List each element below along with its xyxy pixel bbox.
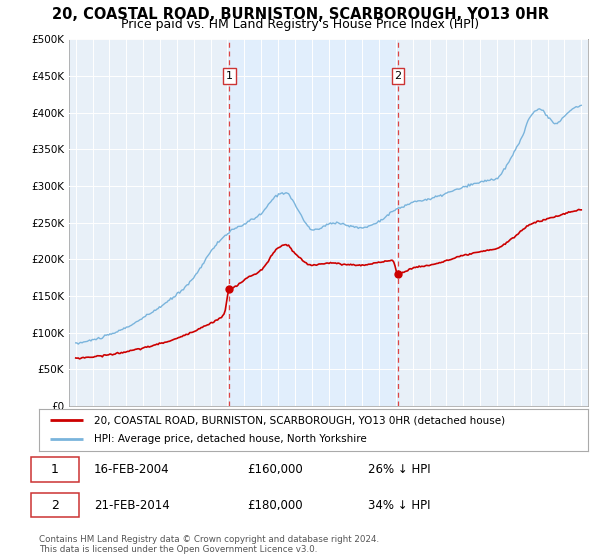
Text: £160,000: £160,000 <box>248 463 304 477</box>
Text: Price paid vs. HM Land Registry's House Price Index (HPI): Price paid vs. HM Land Registry's House … <box>121 18 479 31</box>
Text: £180,000: £180,000 <box>248 498 303 512</box>
Text: 20, COASTAL ROAD, BURNISTON, SCARBOROUGH, YO13 0HR (detached house): 20, COASTAL ROAD, BURNISTON, SCARBOROUGH… <box>94 415 505 425</box>
Text: This data is licensed under the Open Government Licence v3.0.: This data is licensed under the Open Gov… <box>39 545 317 554</box>
Text: 16-FEB-2004: 16-FEB-2004 <box>94 463 170 477</box>
Text: 34% ↓ HPI: 34% ↓ HPI <box>368 498 431 512</box>
Text: 26% ↓ HPI: 26% ↓ HPI <box>368 463 431 477</box>
Text: 2: 2 <box>51 498 59 512</box>
Text: Contains HM Land Registry data © Crown copyright and database right 2024.: Contains HM Land Registry data © Crown c… <box>39 535 379 544</box>
Bar <box>229 39 398 406</box>
Text: 2: 2 <box>394 71 401 81</box>
Text: 1: 1 <box>226 71 233 81</box>
FancyBboxPatch shape <box>31 493 79 517</box>
FancyBboxPatch shape <box>31 458 79 482</box>
Text: HPI: Average price, detached house, North Yorkshire: HPI: Average price, detached house, Nort… <box>94 435 367 445</box>
Text: 21-FEB-2014: 21-FEB-2014 <box>94 498 170 512</box>
Text: 1: 1 <box>51 463 59 477</box>
Text: 20, COASTAL ROAD, BURNISTON, SCARBOROUGH, YO13 0HR: 20, COASTAL ROAD, BURNISTON, SCARBOROUGH… <box>52 7 548 22</box>
